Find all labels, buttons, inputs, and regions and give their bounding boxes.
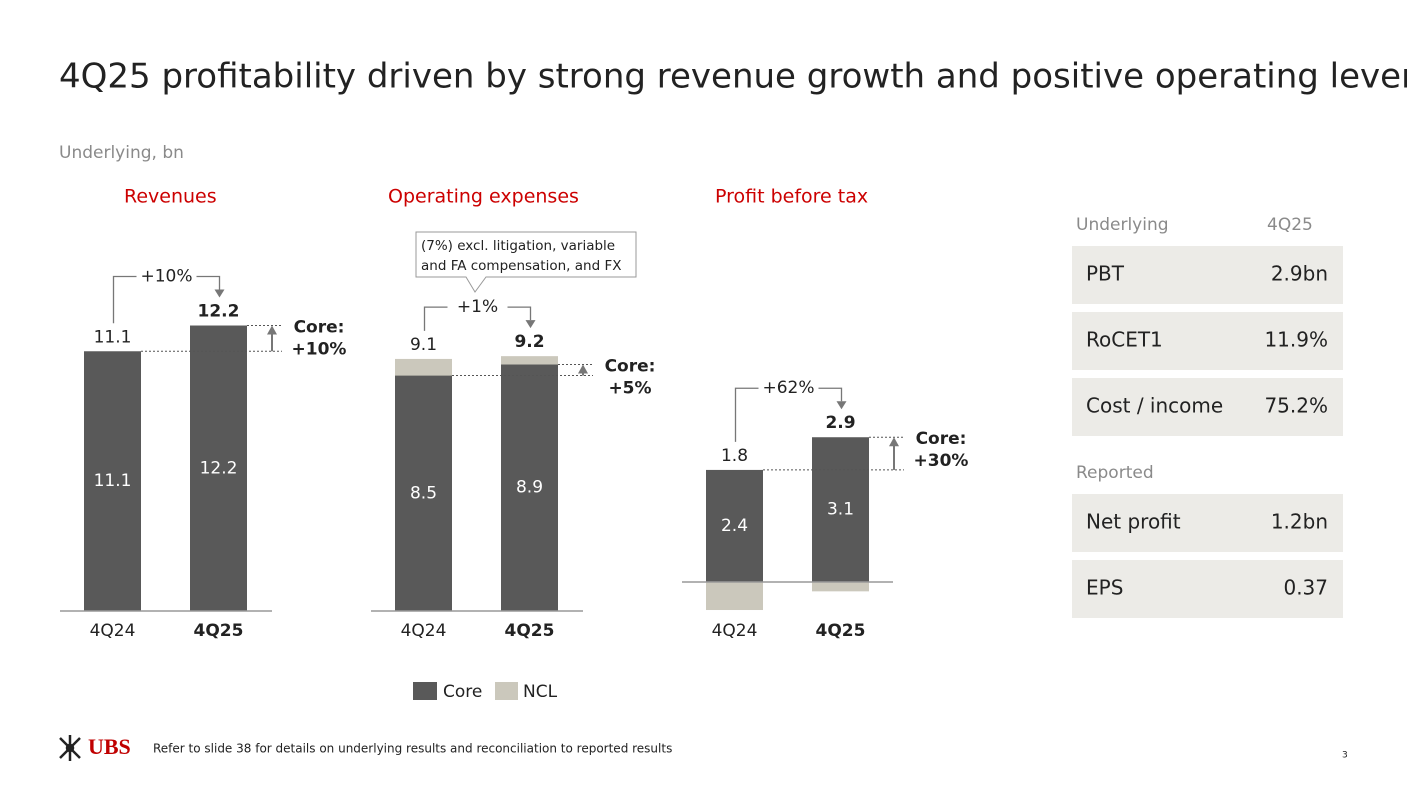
arrow-head	[836, 401, 847, 410]
total-label: 9.1	[410, 335, 437, 355]
category-label: 4Q24	[90, 621, 136, 641]
change-label: +62%	[762, 378, 814, 398]
section-label: Underlying	[1076, 215, 1169, 235]
section-label: Reported	[1076, 463, 1154, 483]
arrow-head	[267, 325, 277, 335]
category-label: 4Q24	[712, 621, 758, 641]
total-label: 1.8	[721, 446, 748, 466]
subtitle: Underlying, bn	[59, 143, 184, 163]
callout-text: (7%) excl. litigation, variable	[421, 238, 615, 254]
arrow-head	[578, 364, 588, 374]
chart-title: Profit before tax	[715, 186, 868, 208]
table-row	[1072, 494, 1343, 552]
category-label: 4Q24	[401, 621, 447, 641]
bar-segment	[501, 356, 558, 365]
change-bracket	[423, 306, 532, 331]
change-bracket	[734, 387, 843, 442]
arrow-head	[889, 437, 899, 447]
core-label: Core:	[605, 356, 656, 376]
bar-segment	[706, 469, 763, 582]
total-label: 11.1	[94, 327, 132, 347]
value-label: 3.1	[827, 500, 854, 520]
slide-title: 4Q25 profitability driven by strong reve…	[59, 57, 1407, 97]
footnote: Refer to slide 38 for details on underly…	[153, 742, 672, 756]
change-bracket	[112, 275, 221, 324]
value-label: 2.4	[721, 516, 748, 536]
chart-title: Revenues	[124, 186, 217, 208]
bar-segment	[395, 358, 452, 376]
bar-segment	[812, 437, 869, 582]
bar-segment	[395, 375, 452, 611]
change-label: +1%	[457, 297, 498, 317]
row-label: Net profit	[1086, 510, 1181, 534]
row-label: PBT	[1086, 262, 1125, 286]
logo-keys	[59, 735, 81, 761]
value-label: 8.9	[516, 478, 543, 498]
row-value: 11.9%	[1264, 328, 1328, 352]
legend-swatch	[413, 682, 437, 700]
table-row	[1072, 378, 1343, 436]
row-label: Cost / income	[1086, 394, 1223, 418]
total-label: 2.9	[825, 413, 855, 433]
row-label: RoCET1	[1086, 328, 1163, 352]
logo: UBS	[88, 734, 131, 759]
core-label: Core:	[294, 318, 345, 338]
arrow-head	[214, 289, 225, 298]
total-label: 12.2	[198, 302, 240, 322]
callout-box	[415, 231, 637, 293]
bar-segment	[501, 364, 558, 611]
value-label: 11.1	[94, 471, 132, 491]
total-label: 9.2	[514, 332, 544, 352]
chart-title: Operating expenses	[388, 186, 579, 208]
row-value: 2.9bn	[1271, 262, 1328, 286]
category-label: 4Q25	[816, 621, 866, 641]
row-value: 0.37	[1283, 576, 1328, 600]
footer: UBS Refer to slide 38 for details on und…	[59, 734, 1348, 761]
core-label: Core:	[916, 429, 967, 449]
legend-swatch	[495, 682, 518, 700]
row-value: 75.2%	[1264, 394, 1328, 418]
page-number: 3	[1342, 751, 1348, 761]
value-label: 12.2	[200, 458, 238, 478]
row-value: 1.2bn	[1271, 510, 1328, 534]
arrow-head	[525, 320, 536, 329]
legend: Core NCL	[413, 682, 558, 702]
bar-segment	[706, 582, 763, 611]
core-change: +5%	[608, 378, 651, 398]
category-label: 4Q25	[194, 621, 244, 641]
table-row	[1072, 560, 1343, 618]
value-label: 8.5	[410, 483, 437, 503]
table-row	[1072, 312, 1343, 370]
category-label: 4Q25	[505, 621, 555, 641]
row-label: EPS	[1086, 576, 1123, 600]
bar-segment	[812, 582, 869, 592]
legend-label: Core	[443, 682, 482, 702]
column-header: 4Q25	[1267, 215, 1313, 235]
core-change: +30%	[914, 451, 969, 471]
change-label: +10%	[140, 267, 192, 287]
callout-text: and FA compensation, and FX	[421, 258, 621, 274]
table-row	[1072, 246, 1343, 304]
bar-segment	[190, 325, 247, 611]
bar-segment	[84, 351, 141, 611]
legend-label: NCL	[523, 682, 558, 702]
callout: (7%) excl. litigation, variable and FA c…	[415, 231, 637, 293]
core-change: +10%	[292, 340, 347, 360]
